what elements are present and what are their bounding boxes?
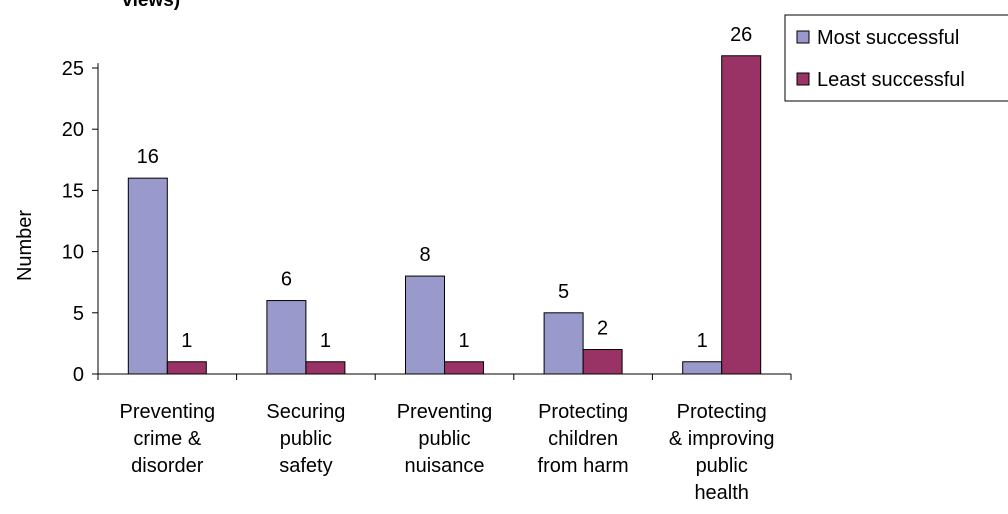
bar (444, 361, 484, 375)
x-category-label: disorder (131, 455, 204, 477)
data-label: 6 (281, 269, 292, 291)
data-label: 5 (558, 281, 569, 303)
x-category-label: public (280, 428, 332, 450)
x-category-label: public (418, 428, 470, 450)
x-category-label: from harm (538, 455, 629, 477)
x-category-label: Preventing (397, 401, 493, 423)
y-tick-label: 20 (62, 119, 84, 141)
bar (721, 55, 762, 375)
x-category-label: Preventing (119, 401, 215, 423)
bar (127, 177, 168, 375)
x-category-label: nuisance (404, 455, 484, 477)
data-label: 16 (137, 146, 159, 168)
x-category-label: health (694, 482, 749, 504)
bar (266, 300, 307, 375)
x-category-label: Protecting (538, 401, 628, 423)
data-label: 1 (458, 330, 469, 352)
x-category-label: children (548, 428, 618, 450)
chart-title: views) (122, 0, 180, 11)
legend: Most successful Least successful (784, 14, 1008, 102)
legend-box (784, 14, 1008, 102)
y-tick-label: 10 (62, 242, 84, 264)
bar (682, 361, 723, 375)
data-label: 26 (730, 24, 752, 46)
legend-swatch (796, 30, 810, 44)
x-category-label: safety (279, 455, 332, 477)
x-category-label: & improving (669, 428, 775, 450)
bar (582, 349, 623, 375)
x-category-label: Securing (266, 401, 345, 423)
data-label: 1 (320, 330, 331, 352)
data-label: 8 (419, 244, 430, 266)
y-tick-label: 25 (62, 58, 84, 80)
y-tick-label: 15 (62, 180, 84, 202)
x-category-label: public (696, 455, 748, 477)
y-tick-label: 5 (73, 303, 84, 325)
bar (305, 361, 346, 375)
y-tick-label: 0 (73, 364, 84, 386)
y-axis-label: Number (14, 210, 36, 281)
x-category-label: Protecting (677, 401, 767, 423)
data-label: 2 (597, 318, 608, 340)
legend-label: Most successful (817, 27, 959, 49)
data-label: 1 (181, 330, 192, 352)
data-label: 1 (697, 330, 708, 352)
bar (543, 312, 584, 375)
legend-swatch (796, 72, 810, 86)
bar (405, 275, 445, 375)
legend-label: Least successful (817, 69, 965, 91)
x-category-label: crime & (133, 428, 201, 450)
bar (166, 361, 207, 375)
